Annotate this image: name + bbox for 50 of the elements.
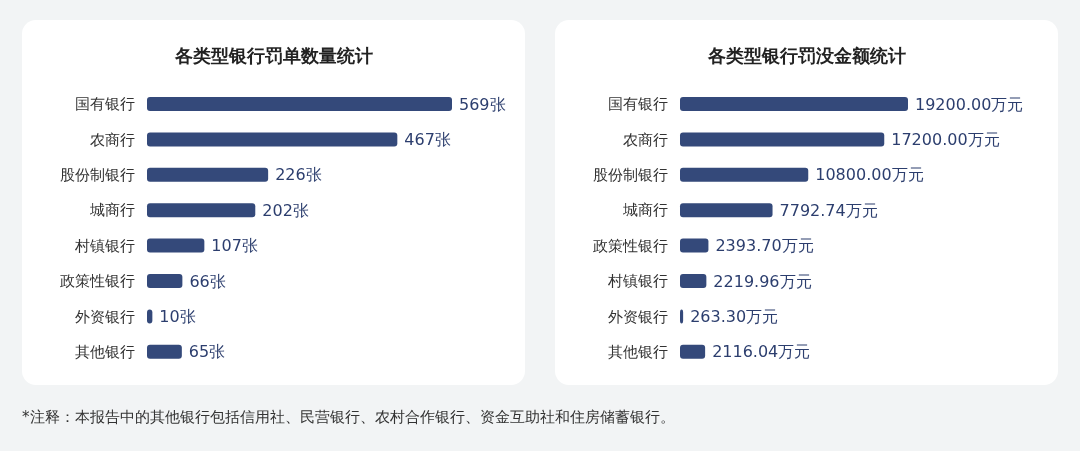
data-label: 226张 xyxy=(275,165,322,185)
chart-title: 各类型银行罚单数量统计 xyxy=(173,45,373,66)
y-tick-label: 股份制银行 xyxy=(60,166,135,185)
y-tick-label: 国有银行 xyxy=(75,95,135,114)
y-tick-label: 村镇银行 xyxy=(74,236,135,255)
data-label: 263.30万元 xyxy=(690,307,779,326)
y-tick-label: 村镇银行 xyxy=(607,272,668,291)
y-tick-label: 城商行 xyxy=(622,201,668,220)
y-tick-label: 其他银行 xyxy=(608,343,668,362)
bar xyxy=(147,132,398,147)
text: *注释：本报告中的其他银行包括信用社、民营银行、农村合作银行、资金互助社和住房储蓄银行。 xyxy=(22,408,675,426)
y-tick-label: 政策性银行 xyxy=(60,272,135,291)
bar xyxy=(680,167,809,182)
y-tick-label: 城商行 xyxy=(89,201,135,220)
bar xyxy=(147,167,269,182)
y-tick-label: 外资银行 xyxy=(608,307,668,326)
y-tick-label: 政策性银行 xyxy=(593,236,668,255)
bar xyxy=(147,344,182,359)
data-label: 2116.04万元 xyxy=(712,342,811,362)
data-label: 10800.00万元 xyxy=(815,165,924,185)
data-label: 17200.00万元 xyxy=(891,130,1000,149)
bar xyxy=(147,238,205,253)
bar xyxy=(680,344,706,359)
bar xyxy=(680,203,773,218)
y-tick-label: 农商行 xyxy=(90,130,135,149)
bar xyxy=(680,309,684,324)
data-label: 2219.96万元 xyxy=(713,271,812,291)
y-tick-label: 外资银行 xyxy=(75,307,135,326)
data-label: 65张 xyxy=(188,342,226,362)
data-label: 66张 xyxy=(189,271,226,291)
data-label: 2393.70万元 xyxy=(715,236,814,256)
bar xyxy=(147,274,183,288)
y-tick-label: 股份制银行 xyxy=(593,166,668,185)
data-label: 202张 xyxy=(262,200,309,220)
data-label: 10张 xyxy=(159,307,196,326)
data-label: 19200.00万元 xyxy=(915,94,1024,114)
bar xyxy=(680,238,709,253)
bar xyxy=(680,97,908,111)
y-tick-label: 其他银行 xyxy=(75,343,135,362)
data-label: 569张 xyxy=(459,94,506,114)
bar xyxy=(147,97,452,111)
data-label: 107张 xyxy=(211,236,258,256)
bar xyxy=(680,274,707,288)
y-tick-label: 农商行 xyxy=(623,130,668,149)
chart-title: 各类型银行罚没金额统计 xyxy=(706,45,906,66)
bar xyxy=(680,132,885,147)
y-tick-label: 国有银行 xyxy=(608,95,668,114)
data-label: 7792.74万元 xyxy=(779,200,878,220)
bar xyxy=(147,203,256,218)
data-label: 467张 xyxy=(404,130,451,149)
